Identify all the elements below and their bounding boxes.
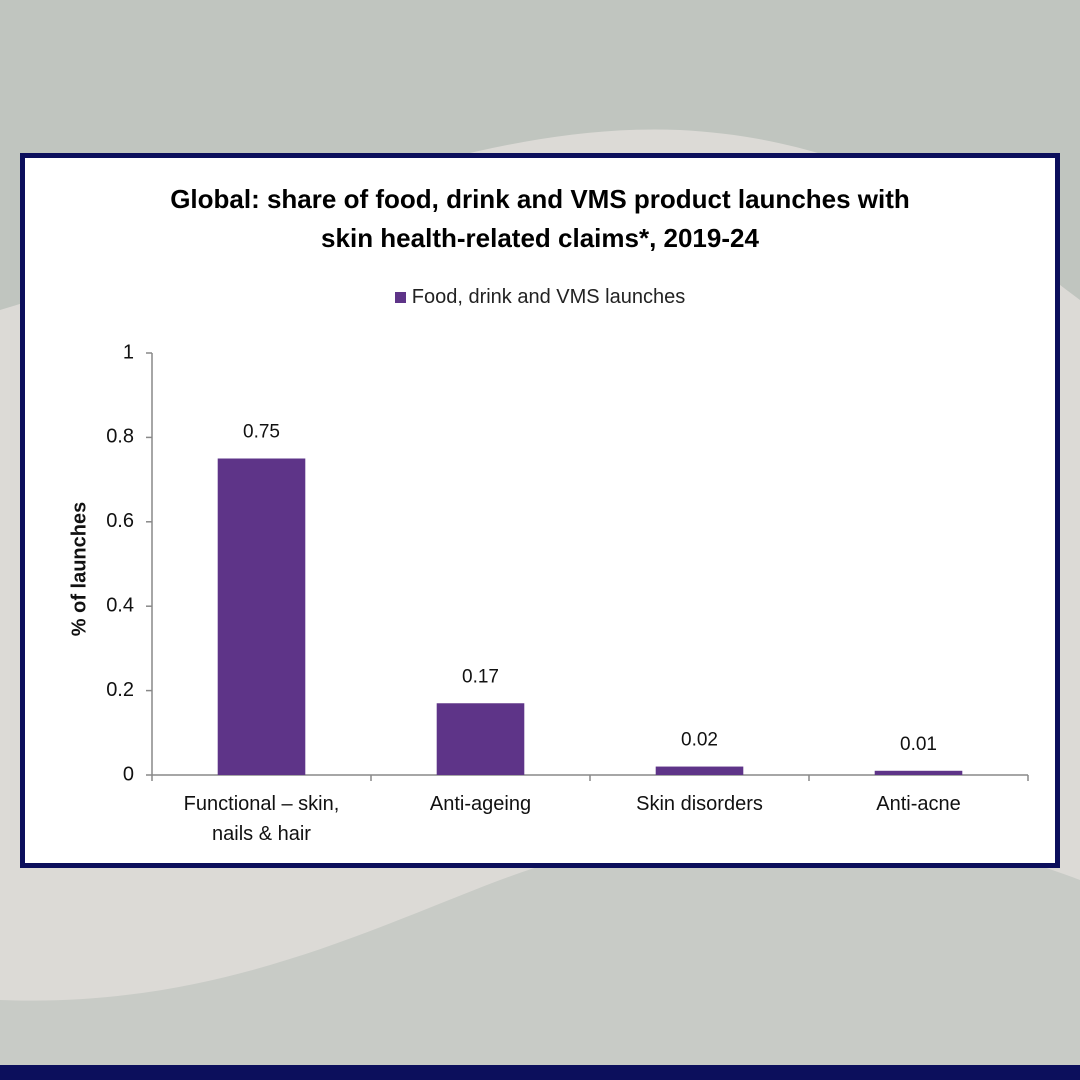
bar	[655, 766, 744, 775]
legend-label: Food, drink and VMS launches	[411, 286, 686, 308]
x-tick-label: Functional – skin, nails & hair	[183, 793, 340, 845]
chart-frame: Global: share of food, drink and VMS pro…	[20, 153, 1060, 868]
bar	[436, 703, 525, 775]
bar	[874, 770, 963, 775]
x-tick-label: Skin disorders	[636, 793, 763, 815]
y-tick-label: 0.4	[106, 594, 134, 616]
data-label: 0.75	[243, 422, 280, 443]
y-tick-label: 1	[123, 341, 134, 363]
y-tick-label: 0.2	[106, 679, 134, 701]
data-label: 0.01	[900, 734, 937, 755]
x-tick-label: Anti-acne	[876, 793, 961, 815]
legend-swatch	[394, 292, 406, 303]
chart-title: Global: share of food, drink and VMS pro…	[170, 184, 910, 253]
data-label: 0.17	[462, 666, 499, 687]
legend: Food, drink and VMS launches	[25, 286, 1055, 309]
y-tick-label: 0	[123, 763, 134, 785]
y-tick-label: 0.6	[106, 510, 134, 532]
chart: % of launches 0 0.2 0.4 0.6 0.8 1 0.75 0.17 0.02…	[68, 341, 1029, 785]
x-tick-label: Anti-ageing	[429, 793, 532, 815]
y-tick-label: 0.8	[106, 426, 134, 448]
title-wrap: Global: share of food, drink and VMS pro…	[25, 180, 1055, 258]
data-label: 0.02	[681, 730, 718, 751]
y-axis-title: % of launches	[68, 502, 90, 636]
bar	[217, 458, 306, 775]
